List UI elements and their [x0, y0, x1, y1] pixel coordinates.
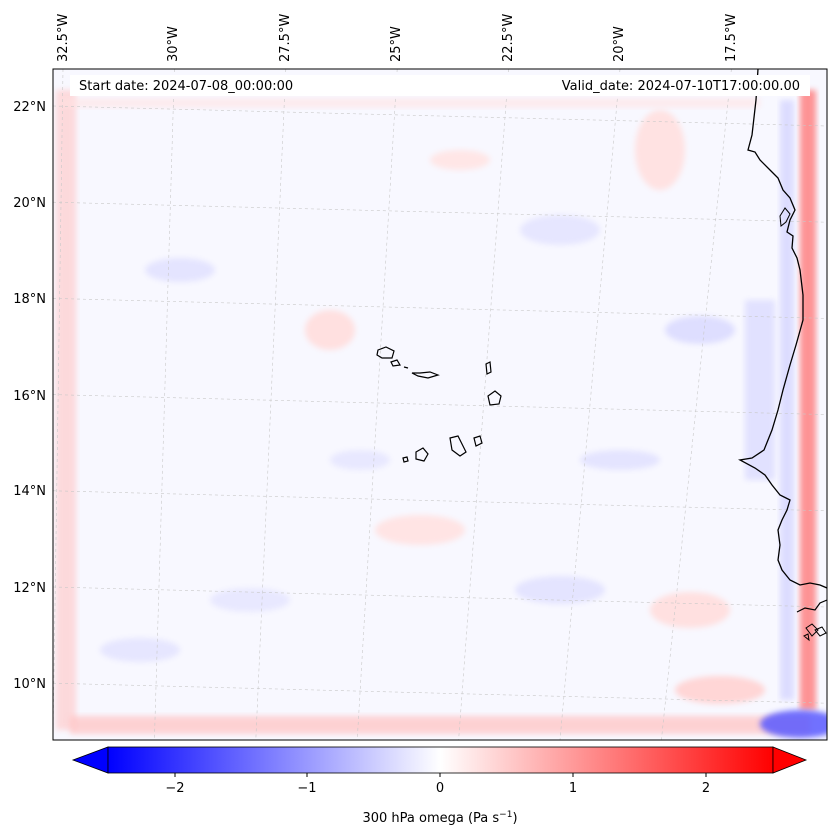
- date-banner: [70, 75, 810, 96]
- omega-field-background: [53, 69, 827, 740]
- island-santa-luzia: [403, 366, 409, 369]
- omega-feature: [100, 638, 180, 662]
- island-santo-antao: [376, 346, 395, 359]
- omega-right-edge-band: [800, 90, 816, 710]
- omega-feature: [210, 588, 290, 612]
- omega-feature: [675, 676, 765, 704]
- start-date-label: Start date: 2024-07-08_00:00:00: [79, 79, 293, 94]
- colorbar-label-suffix: ): [512, 811, 517, 826]
- island-sao-nicolau: [411, 371, 440, 379]
- colorbar: −2 −1 0 1 2 300 hPa omega (Pa s−1): [71, 746, 808, 826]
- omega-feature: [145, 258, 215, 282]
- colorbar-label: 300 hPa omega (Pa s−1): [362, 810, 517, 826]
- colorbar-tick-label: −1: [297, 781, 316, 796]
- longitude-gridline: [53, 69, 64, 740]
- latitude-axis: 22°N 20°N 18°N 16°N 14°N 12°N 10°N: [13, 100, 46, 692]
- colorbar-gradient: [107, 746, 774, 774]
- longitude-gridlines: [53, 69, 732, 740]
- lat-label-16n: 16°N: [13, 389, 46, 404]
- colorbar-extend-max: [772, 746, 808, 774]
- island-sal: [485, 361, 492, 375]
- colorbar-tick-label: 2: [702, 781, 710, 796]
- omega-feature: [375, 515, 465, 545]
- lat-label-12n: 12°N: [13, 581, 46, 596]
- bissagos-islands: [803, 623, 827, 642]
- island-brava: [402, 456, 409, 463]
- island-sao-vicente: [390, 359, 401, 367]
- map-panel: Start date: 2024-07-08_00:00:00 Valid_da…: [52, 68, 828, 741]
- colorbar-tick-label: −2: [165, 781, 184, 796]
- africa-coastline: [738, 69, 827, 589]
- lat-label-18n: 18°N: [13, 292, 46, 307]
- longitude-gridline: [356, 69, 398, 740]
- lat-label-10n: 10°N: [13, 677, 46, 692]
- omega-feature: [305, 310, 355, 350]
- omega-feature: [430, 150, 490, 170]
- coast-inlet: [779, 207, 791, 227]
- omega-bottom-edge-band: [70, 716, 810, 734]
- omega-feature: [330, 450, 390, 470]
- longitude-gridline: [661, 69, 732, 740]
- omega-top-edge-band: [60, 98, 760, 108]
- lon-label-20w: 20°W: [612, 26, 627, 62]
- colorbar-ticks: [174, 773, 707, 777]
- lat-label-22n: 22°N: [13, 100, 46, 115]
- colorbar-label-main: 300 hPa omega (Pa s: [362, 811, 499, 826]
- omega-left-edge-band: [56, 90, 76, 730]
- lon-label-22-5w: 22.5°W: [501, 14, 516, 62]
- colorbar-extend-min: [71, 746, 109, 774]
- lon-label-25w: 25°W: [389, 26, 404, 62]
- island-santiago: [449, 435, 467, 457]
- island-boa-vista: [487, 390, 502, 406]
- omega-feature: [650, 592, 730, 628]
- lon-label-27-5w: 27.5°W: [278, 14, 293, 62]
- africa-coastline-south: [796, 599, 827, 613]
- omega-coastal-blue-band: [745, 300, 775, 480]
- omega-right-inner-band: [780, 100, 794, 700]
- lon-label-32-5w: 32.5°W: [56, 14, 71, 62]
- omega-feature: [635, 110, 685, 190]
- omega-field: [53, 69, 827, 740]
- colorbar-tick-label: 1: [569, 781, 577, 796]
- island-maio: [473, 435, 483, 447]
- omega-feature: [520, 215, 600, 245]
- longitude-gridline: [559, 69, 621, 740]
- valid-date-label: Valid_date: 2024-07-10T17:00:00.00: [562, 79, 800, 94]
- colorbar-tick-label: 0: [436, 781, 444, 796]
- island-fogo: [415, 447, 429, 462]
- omega-feature: [665, 316, 735, 344]
- longitude-gridline: [458, 69, 509, 740]
- colorbar-label-superscript: −1: [499, 810, 512, 820]
- lat-label-20n: 20°N: [13, 196, 46, 211]
- lat-label-14n: 14°N: [13, 484, 46, 499]
- map-frame: [52, 68, 828, 741]
- omega-feature: [580, 450, 660, 470]
- lon-label-30w: 30°W: [166, 26, 181, 62]
- longitude-gridline: [154, 69, 175, 740]
- longitude-axis: 32.5°W 30°W 27.5°W 25°W 22.5°W 20°W 17.5…: [56, 14, 739, 62]
- lon-label-17-5w: 17.5°W: [724, 14, 739, 62]
- omega-bottom-right-blue: [760, 710, 827, 738]
- omega-feature: [515, 576, 605, 604]
- longitude-gridline: [255, 69, 287, 740]
- cape-verde-islands: [376, 346, 502, 463]
